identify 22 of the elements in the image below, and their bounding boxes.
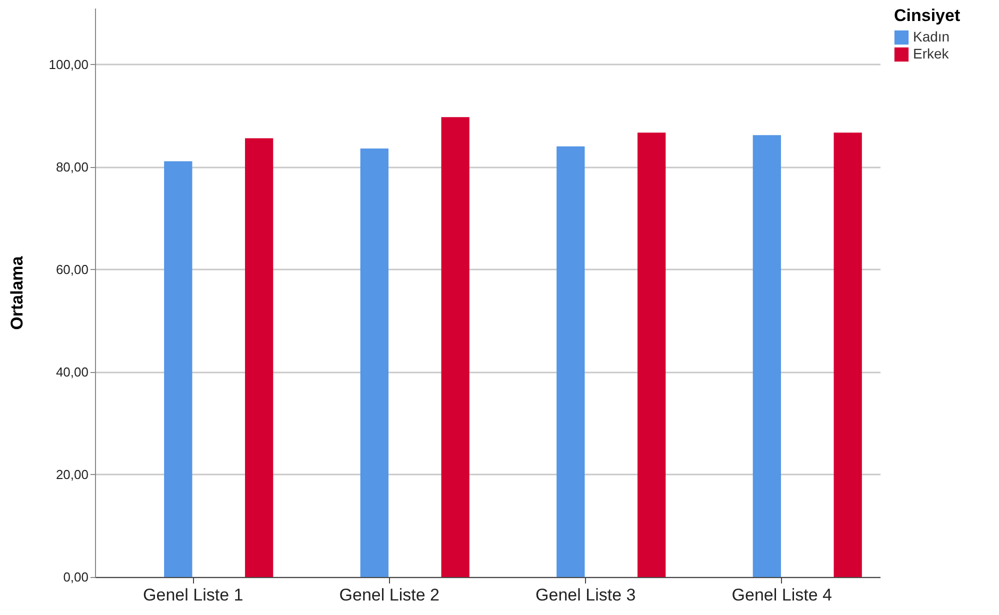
y-tick-label: 100,00 (48, 56, 88, 72)
bar (245, 138, 274, 577)
bar (164, 161, 192, 577)
bar (638, 132, 666, 577)
x-tick-label: Genel Liste 2 (339, 586, 440, 604)
x-tick-label: Genel Liste 4 (732, 586, 832, 604)
legend-label: Erkek (913, 46, 950, 62)
x-tick-label: Genel Liste 3 (536, 586, 636, 604)
y-axis-title: Ortalama (8, 256, 27, 330)
y-tick-label: 80,00 (56, 159, 88, 174)
y-tick-label: 20,00 (56, 466, 88, 482)
y-tick-label: 0,00 (63, 570, 88, 584)
y-tick-label: 60,00 (56, 262, 88, 277)
legend-title: Cinsiyet (894, 6, 960, 25)
bar (360, 148, 388, 577)
x-tick-label: Genel Liste 1 (143, 586, 244, 604)
bar (834, 132, 862, 577)
y-tick-label: 40,00 (56, 364, 88, 380)
bar (441, 117, 470, 577)
legend-label: Kadın (913, 28, 950, 44)
bar (556, 146, 585, 577)
bar (752, 135, 781, 577)
